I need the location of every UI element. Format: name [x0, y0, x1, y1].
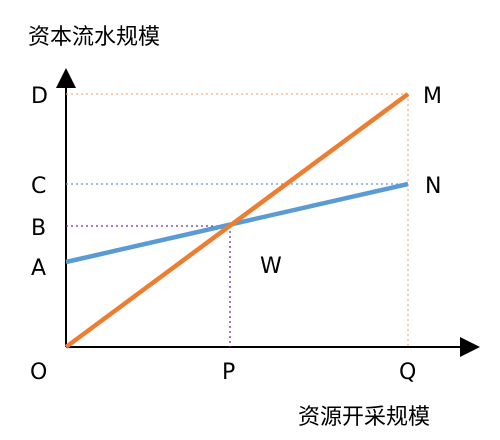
line-label-n: N: [425, 174, 441, 199]
y-axis-title: 资本流水规模: [28, 25, 160, 50]
line-label-m: M: [423, 84, 442, 109]
y-tick-d: D: [31, 84, 48, 109]
region-label-w: W: [260, 254, 282, 279]
origin-label: O: [30, 360, 47, 385]
y-tick-c: C: [31, 174, 46, 199]
y-tick-b: B: [31, 216, 46, 241]
orange-line-om: [64, 92, 410, 349]
x-tick-p: P: [222, 360, 235, 385]
x-tick-q: Q: [399, 360, 416, 385]
y-tick-a: A: [31, 256, 46, 281]
x-axis-title: 资源开采规模: [298, 405, 430, 430]
